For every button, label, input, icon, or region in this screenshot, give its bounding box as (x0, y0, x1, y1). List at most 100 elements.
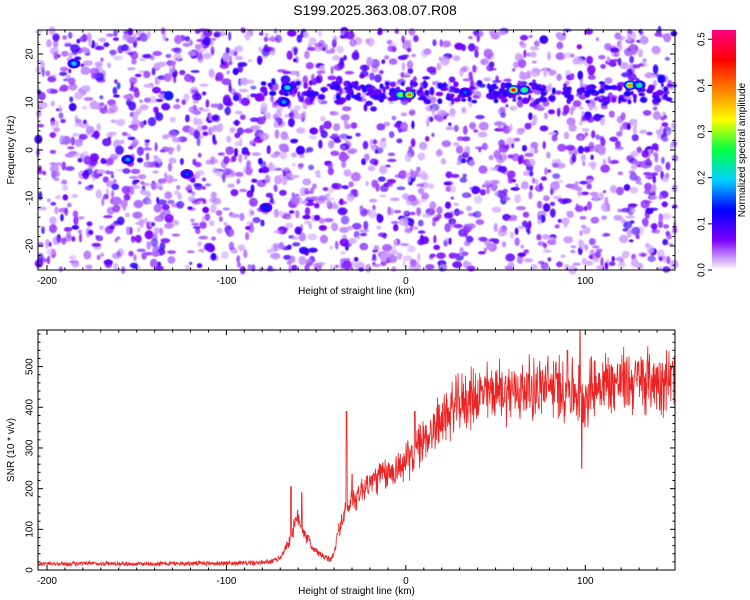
spectrogram-noise-cell (64, 207, 69, 216)
spectrogram-noise-cell (47, 75, 57, 83)
spectrogram-band-cell (618, 97, 623, 102)
spectrogram-noise-cell (65, 166, 75, 172)
spectrogram-noise-cell (113, 262, 119, 271)
spectrogram-noise-cell (210, 156, 215, 165)
spectrogram-noise-cell (671, 122, 675, 130)
spectrogram-noise-cell (162, 208, 171, 216)
spectrogram-noise-cell (123, 193, 131, 201)
spectrogram-noise-cell (50, 121, 56, 130)
snr-y-ticks: 0 100 200 300 400 500 (25, 333, 675, 573)
spectrogram-noise-cell (600, 64, 606, 69)
spectrogram-noise-cell (107, 62, 112, 68)
spectrogram-noise-cell (645, 174, 653, 178)
spectrogram-noise-cell (578, 106, 584, 110)
spectrogram-noise-cell (631, 208, 636, 213)
spectrogram-band-cell (627, 99, 632, 105)
spectrogram-noise-cell (140, 181, 145, 185)
spectrogram-noise-cell (661, 156, 665, 165)
spectrogram-noise-cell (530, 97, 535, 102)
spectrogram-noise-cell (144, 139, 150, 143)
spectrogram-noise-cell (289, 196, 300, 205)
spectrogram-noise-cell (445, 171, 453, 179)
spectrogram-noise-cell (307, 233, 318, 241)
spectrogram-noise-cell (229, 127, 236, 134)
spectrogram-noise-cell (441, 140, 452, 148)
spectrogram-noise-cell (293, 105, 301, 112)
spectrogram-noise-cell (195, 172, 200, 180)
spectrogram-noise-cell (158, 186, 163, 191)
spectrogram-noise-cell (529, 51, 537, 58)
spectrogram-noise-cell (184, 36, 190, 42)
spectrogram-noise-cell (439, 264, 448, 269)
spectrogram-band-cell (453, 97, 461, 103)
spectrogram-noise-cell (626, 228, 633, 238)
spectrogram-noise-cell (617, 57, 622, 66)
spectrogram-noise-cell (60, 213, 64, 222)
spectrogram-noise-cell (248, 208, 253, 218)
spectrogram-noise-cell (570, 249, 576, 254)
spectrogram-noise-cell (87, 39, 93, 47)
spectrogram-noise-cell (588, 103, 593, 112)
spectrogram-noise-cell (428, 183, 434, 190)
spectrogram-noise-cell (46, 256, 51, 265)
spectrogram-noise-cell (440, 158, 447, 165)
spectrogram-noise-cell (273, 229, 283, 234)
spectrogram-noise-cell (542, 243, 547, 248)
spectrogram-noise-cell (143, 70, 151, 79)
spectrogram-noise-cell (363, 103, 368, 112)
spectrogram-noise-cell (289, 70, 299, 76)
spectrogram-noise-cell (121, 131, 128, 137)
spectrogram-noise-cell (270, 153, 280, 158)
spectrogram-noise-cell (547, 238, 557, 246)
spectrogram-noise-cell (626, 123, 631, 130)
spectrogram-noise-cell (494, 121, 504, 127)
spectrogram-noise-cell (131, 124, 139, 131)
spectrogram-noise-cell (367, 165, 376, 172)
spectrogram-noise-cell (274, 129, 280, 139)
spectrogram-noise-cell (89, 153, 99, 162)
spectrogram-noise-cell (159, 149, 167, 153)
spectrogram-noise-cell (431, 216, 439, 222)
spectrogram-noise-cell (607, 156, 611, 164)
colorbar-tick-label: 0.2 (697, 170, 708, 184)
spectrogram-noise-cell (478, 165, 488, 174)
spectrogram-noise-cell (314, 42, 323, 47)
spectrogram-noise-cell (343, 55, 347, 61)
spectrogram-noise-cell (494, 191, 499, 196)
spectrogram-noise-cell (572, 100, 582, 107)
spectrogram-noise-cell (661, 137, 669, 142)
spectrogram-noise-cell (238, 153, 243, 163)
spectrogram-noise-cell (325, 50, 334, 54)
spectrogram-noise-cell (88, 229, 94, 236)
x-tick-label: 0 (403, 576, 409, 587)
spectrogram-band-cell (422, 81, 428, 89)
spectrogram-noise-cell (616, 115, 624, 124)
spectrogram-noise-cell (629, 186, 638, 194)
spectrogram-noise-cell (419, 234, 424, 244)
spectrogram-noise-cell (279, 189, 287, 196)
spectrogram-noise-cell (308, 223, 312, 230)
spectrogram-noise-cell (132, 139, 139, 146)
spectrogram-noise-cell (292, 242, 301, 247)
spectrogram-noise-cell (154, 265, 164, 271)
spectrogram-noise-cell (448, 76, 456, 83)
spectrogram-noise-cell (144, 230, 154, 240)
spectrogram-noise-cell (374, 147, 384, 154)
spectrogram-noise-cell (511, 178, 516, 183)
spectrogram-noise-cell (593, 113, 602, 122)
spectrogram-noise-cell (393, 210, 402, 214)
spectrogram-band-cell (566, 86, 572, 92)
spectrogram-noise-cell (629, 55, 634, 64)
spectrogram-noise-cell (372, 249, 379, 253)
spectrogram-noise-cell (121, 185, 131, 194)
spectrogram-noise-cell (478, 251, 486, 255)
spectrogram-noise-cell (663, 224, 669, 229)
spectrogram-noise-cell (630, 164, 638, 170)
spectrogram-noise-cell (598, 54, 606, 60)
spectrogram-noise-cell (579, 230, 583, 237)
spectrogram-noise-cell (96, 254, 101, 260)
spectrogram-noise-cell (557, 35, 566, 41)
spectrogram-noise-cell (416, 166, 421, 173)
spectrogram-noise-cell (651, 143, 659, 151)
spectrogram-noise-cell (393, 239, 398, 247)
